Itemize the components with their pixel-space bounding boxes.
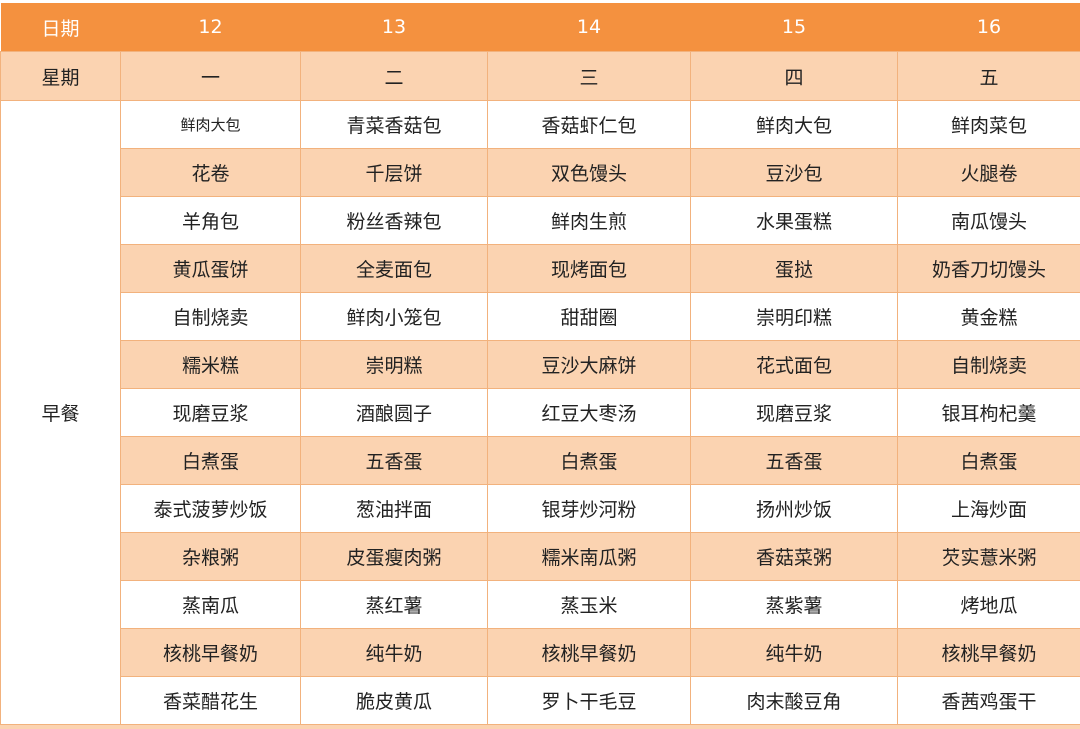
menu-item-cell: 全麦面包 <box>301 245 488 293</box>
menu-item-cell: 蒸玉米 <box>488 581 691 629</box>
menu-item-cell: 香菇虾仁包 <box>488 101 691 149</box>
menu-item-cell: 南瓜馒头 <box>898 197 1080 245</box>
menu-item-cell: 核桃早餐奶 <box>898 629 1080 677</box>
menu-row: 蒸南瓜蒸红薯蒸玉米蒸紫薯烤地瓜 <box>1 581 1080 629</box>
menu-item-cell: 罗卜干毛豆 <box>488 677 691 725</box>
menu-row: 早餐鲜肉大包青菜香菇包香菇虾仁包鲜肉大包鲜肉菜包 <box>1 101 1080 149</box>
menu-item-cell: 糯米南瓜粥 <box>488 533 691 581</box>
menu-item-cell: 香茜鸡蛋干 <box>898 677 1080 725</box>
weekday-cell: 三 <box>488 52 691 101</box>
menu-item-cell: 杂粮粥 <box>121 533 301 581</box>
menu-item-cell: 青菜香菇包 <box>301 101 488 149</box>
menu-item-cell: 蒸南瓜 <box>121 581 301 629</box>
menu-item-cell: 花式面包 <box>691 341 898 389</box>
menu-item-cell: 花卷 <box>121 149 301 197</box>
menu-item-cell: 自制烧卖 <box>121 293 301 341</box>
menu-item-cell: 黄金糕 <box>898 293 1080 341</box>
table-footer-strip <box>0 725 1080 729</box>
menu-item-cell: 扬州炒饭 <box>691 485 898 533</box>
menu-item-cell: 崇明印糕 <box>691 293 898 341</box>
menu-item-cell: 红豆大枣汤 <box>488 389 691 437</box>
menu-item-cell: 银耳枸杞羹 <box>898 389 1080 437</box>
menu-item-cell: 蒸紫薯 <box>691 581 898 629</box>
menu-item-cell: 自制烧卖 <box>898 341 1080 389</box>
menu-item-cell: 芡实薏米粥 <box>898 533 1080 581</box>
menu-item-cell: 泰式菠萝炒饭 <box>121 485 301 533</box>
menu-item-cell: 核桃早餐奶 <box>488 629 691 677</box>
menu-item-cell: 豆沙包 <box>691 149 898 197</box>
meal-label: 早餐 <box>1 101 121 725</box>
menu-item-cell: 豆沙大麻饼 <box>488 341 691 389</box>
menu-item-cell: 现烤面包 <box>488 245 691 293</box>
weekday-cell: 四 <box>691 52 898 101</box>
menu-row: 自制烧卖鲜肉小笼包甜甜圈崇明印糕黄金糕 <box>1 293 1080 341</box>
menu-item-cell: 鲜肉大包 <box>691 101 898 149</box>
menu-item-cell: 核桃早餐奶 <box>121 629 301 677</box>
menu-item-cell: 奶香刀切馒头 <box>898 245 1080 293</box>
menu-row: 羊角包粉丝香辣包鲜肉生煎水果蛋糕南瓜馒头 <box>1 197 1080 245</box>
menu-table: 日期 12 13 14 15 16 星期 一 二 三 四 五 早餐鲜肉大包青菜香… <box>0 3 1080 725</box>
menu-item-cell: 蒸红薯 <box>301 581 488 629</box>
menu-item-cell: 水果蛋糕 <box>691 197 898 245</box>
menu-row: 泰式菠萝炒饭葱油拌面银芽炒河粉扬州炒饭上海炒面 <box>1 485 1080 533</box>
menu-item-cell: 鲜肉小笼包 <box>301 293 488 341</box>
date-cell: 15 <box>691 3 898 52</box>
menu-item-cell: 甜甜圈 <box>488 293 691 341</box>
weekday-cell: 五 <box>898 52 1080 101</box>
menu-item-cell: 鲜肉生煎 <box>488 197 691 245</box>
menu-item-cell: 白煮蛋 <box>898 437 1080 485</box>
date-cell: 14 <box>488 3 691 52</box>
menu-row: 黄瓜蛋饼全麦面包现烤面包蛋挞奶香刀切馒头 <box>1 245 1080 293</box>
menu-item-cell: 皮蛋瘦肉粥 <box>301 533 488 581</box>
menu-row: 香菜醋花生脆皮黄瓜罗卜干毛豆肉末酸豆角香茜鸡蛋干 <box>1 677 1080 725</box>
weekday-cell: 二 <box>301 52 488 101</box>
menu-item-cell: 白煮蛋 <box>488 437 691 485</box>
menu-item-cell: 葱油拌面 <box>301 485 488 533</box>
menu-item-cell: 双色馒头 <box>488 149 691 197</box>
menu-item-cell: 崇明糕 <box>301 341 488 389</box>
date-cell: 12 <box>121 3 301 52</box>
weekday-cell: 一 <box>121 52 301 101</box>
menu-row: 现磨豆浆酒酿圆子红豆大枣汤现磨豆浆银耳枸杞羹 <box>1 389 1080 437</box>
menu-item-cell: 千层饼 <box>301 149 488 197</box>
menu-item-cell: 五香蛋 <box>301 437 488 485</box>
weekday-row: 星期 一 二 三 四 五 <box>1 52 1080 101</box>
menu-item-cell: 鲜肉大包 <box>121 101 301 149</box>
weekday-label: 星期 <box>1 52 121 101</box>
menu-item-cell: 酒酿圆子 <box>301 389 488 437</box>
menu-item-cell: 鲜肉菜包 <box>898 101 1080 149</box>
menu-item-cell: 纯牛奶 <box>691 629 898 677</box>
menu-item-cell: 肉末酸豆角 <box>691 677 898 725</box>
menu-item-cell: 蛋挞 <box>691 245 898 293</box>
date-cell: 16 <box>898 3 1080 52</box>
menu-row: 核桃早餐奶纯牛奶核桃早餐奶纯牛奶核桃早餐奶 <box>1 629 1080 677</box>
menu-item-cell: 糯米糕 <box>121 341 301 389</box>
menu-item-cell: 白煮蛋 <box>121 437 301 485</box>
menu-item-cell: 现磨豆浆 <box>691 389 898 437</box>
menu-item-cell: 五香蛋 <box>691 437 898 485</box>
menu-item-cell: 羊角包 <box>121 197 301 245</box>
menu-item-cell: 香菜醋花生 <box>121 677 301 725</box>
date-cell: 13 <box>301 3 488 52</box>
menu-item-cell: 现磨豆浆 <box>121 389 301 437</box>
date-label: 日期 <box>1 3 121 52</box>
menu-item-cell: 香菇菜粥 <box>691 533 898 581</box>
menu-item-cell: 银芽炒河粉 <box>488 485 691 533</box>
menu-item-cell: 上海炒面 <box>898 485 1080 533</box>
date-row: 日期 12 13 14 15 16 <box>1 3 1080 52</box>
menu-row: 花卷千层饼双色馒头豆沙包火腿卷 <box>1 149 1080 197</box>
menu-row: 白煮蛋五香蛋白煮蛋五香蛋白煮蛋 <box>1 437 1080 485</box>
menu-row: 杂粮粥皮蛋瘦肉粥糯米南瓜粥香菇菜粥芡实薏米粥 <box>1 533 1080 581</box>
menu-item-cell: 火腿卷 <box>898 149 1080 197</box>
menu-item-cell: 粉丝香辣包 <box>301 197 488 245</box>
menu-row: 糯米糕崇明糕豆沙大麻饼花式面包自制烧卖 <box>1 341 1080 389</box>
menu-item-cell: 纯牛奶 <box>301 629 488 677</box>
menu-item-cell: 黄瓜蛋饼 <box>121 245 301 293</box>
menu-item-cell: 烤地瓜 <box>898 581 1080 629</box>
menu-item-cell: 脆皮黄瓜 <box>301 677 488 725</box>
